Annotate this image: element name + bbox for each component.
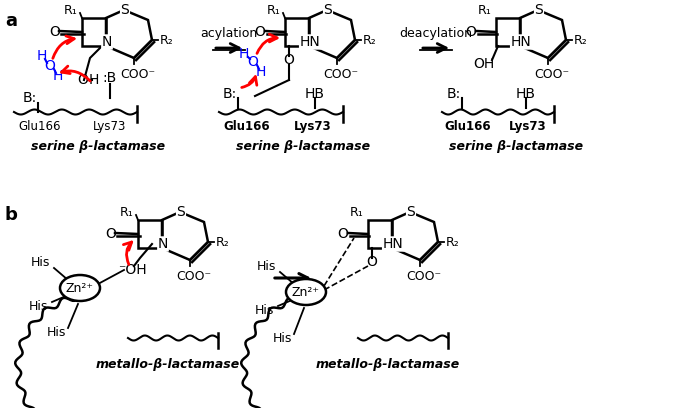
Text: Glu166: Glu166	[445, 120, 491, 133]
Text: HB: HB	[305, 87, 325, 101]
Text: S: S	[121, 3, 129, 17]
Text: N: N	[158, 237, 169, 251]
Text: b: b	[5, 206, 18, 224]
Text: R₁: R₁	[267, 4, 281, 16]
Text: metallo-β-lactamase: metallo-β-lactamase	[316, 358, 460, 371]
Text: R₁: R₁	[121, 206, 134, 219]
Text: R₁: R₁	[64, 4, 78, 16]
Text: R₂: R₂	[574, 33, 588, 47]
Text: metallo-β-lactamase: metallo-β-lactamase	[96, 358, 240, 371]
Text: R₁: R₁	[350, 206, 364, 219]
Text: His: His	[28, 299, 48, 313]
Text: B:: B:	[23, 91, 37, 105]
Text: COO⁻: COO⁻	[121, 68, 155, 81]
Text: R₁: R₁	[478, 4, 492, 16]
Text: acylation: acylation	[201, 27, 258, 40]
Text: H: H	[239, 47, 249, 61]
Text: Glu166: Glu166	[224, 120, 271, 133]
Text: OH: OH	[473, 57, 495, 71]
Text: HN: HN	[510, 35, 532, 49]
Text: S: S	[177, 205, 186, 219]
Text: Glu166: Glu166	[18, 120, 61, 133]
Text: deacylation: deacylation	[399, 27, 473, 40]
Ellipse shape	[286, 279, 326, 305]
Text: :B: :B	[103, 71, 117, 85]
Text: COO⁻: COO⁻	[323, 68, 358, 81]
Text: His: His	[254, 304, 274, 317]
Text: O: O	[466, 25, 477, 39]
Text: COO⁻: COO⁻	[177, 270, 212, 283]
Text: N: N	[102, 35, 112, 49]
Text: serine β-lactamase: serine β-lactamase	[31, 140, 165, 153]
Text: B:: B:	[447, 87, 461, 101]
Text: H: H	[256, 65, 266, 79]
Text: O: O	[366, 255, 377, 269]
Text: R₂: R₂	[363, 33, 377, 47]
Text: Lys73: Lys73	[294, 120, 332, 133]
Text: O: O	[77, 73, 88, 87]
Text: HB: HB	[516, 87, 536, 101]
Text: B:: B:	[223, 87, 237, 101]
Text: O: O	[255, 25, 265, 39]
Text: serine β-lactamase: serine β-lactamase	[236, 140, 370, 153]
Text: O: O	[49, 25, 60, 39]
Text: R₂: R₂	[446, 235, 460, 248]
Text: ⁻OH: ⁻OH	[118, 263, 147, 277]
Text: HN: HN	[299, 35, 321, 49]
Text: R₂: R₂	[216, 235, 229, 248]
Text: His: His	[256, 259, 275, 273]
Text: a: a	[5, 12, 17, 30]
Text: His: His	[47, 326, 66, 339]
Text: O: O	[284, 53, 295, 67]
Text: O: O	[45, 59, 55, 73]
Text: Zn²⁺: Zn²⁺	[66, 282, 94, 295]
Text: serine β-lactamase: serine β-lactamase	[449, 140, 583, 153]
Text: O: O	[105, 227, 116, 241]
Text: His: His	[30, 255, 50, 268]
Text: COO⁻: COO⁻	[406, 270, 442, 283]
Ellipse shape	[60, 275, 100, 301]
Text: S: S	[407, 205, 415, 219]
Text: Lys73: Lys73	[509, 120, 547, 133]
Text: S: S	[323, 3, 332, 17]
Text: H: H	[53, 69, 63, 83]
Text: O: O	[338, 227, 349, 241]
Text: Lys73: Lys73	[93, 120, 127, 133]
Text: R₂: R₂	[160, 33, 174, 47]
Text: His: His	[273, 331, 292, 344]
Text: S: S	[534, 3, 543, 17]
Text: HN: HN	[383, 237, 403, 251]
Text: COO⁻: COO⁻	[534, 68, 569, 81]
Text: Zn²⁺: Zn²⁺	[292, 286, 320, 299]
Text: H: H	[89, 73, 99, 87]
Text: H: H	[37, 49, 47, 63]
Text: O: O	[247, 55, 258, 69]
